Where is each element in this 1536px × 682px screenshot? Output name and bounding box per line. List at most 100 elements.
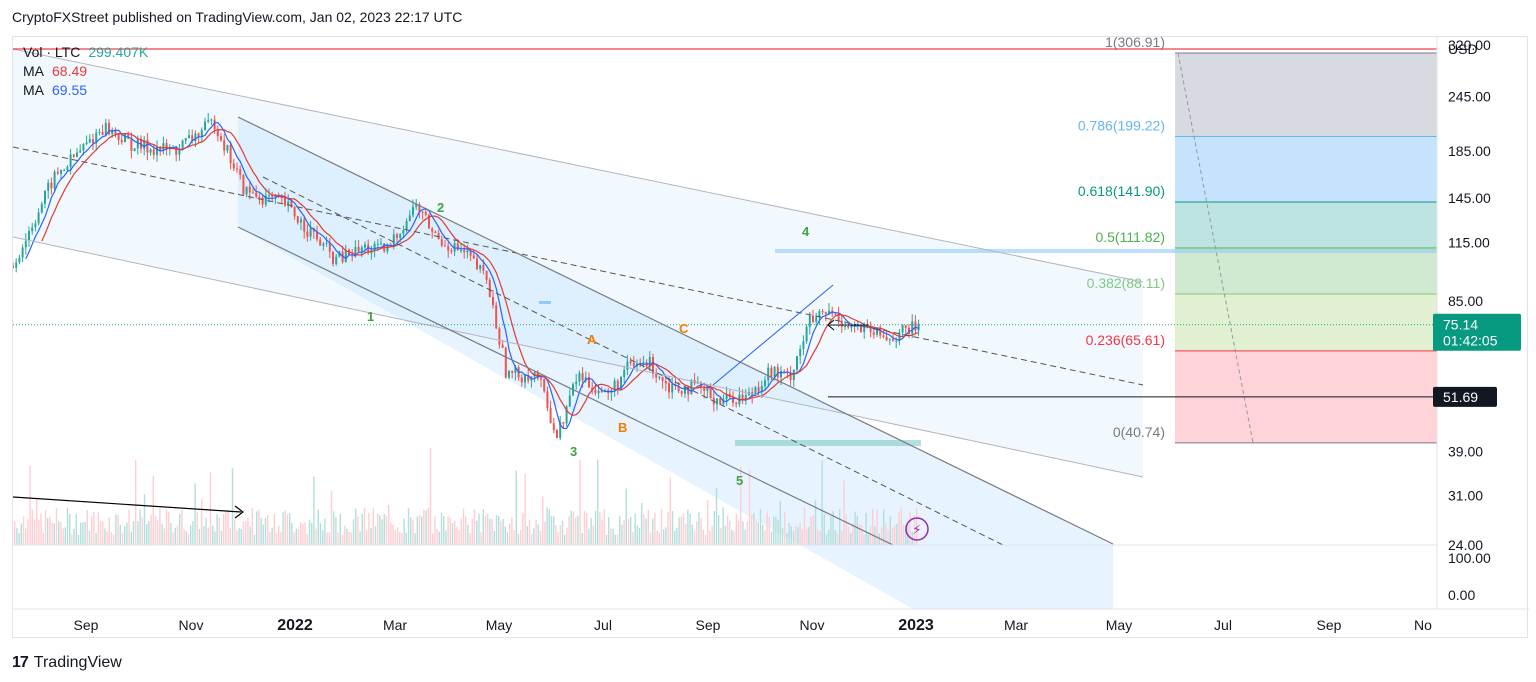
candle-body [511, 370, 514, 373]
candle-body [488, 279, 491, 298]
volume-bar [766, 512, 768, 545]
candle-body [335, 256, 338, 264]
candle-body [466, 250, 469, 253]
candle-body [412, 206, 414, 216]
volume-bar [137, 521, 139, 545]
candle-body [815, 317, 818, 322]
candle-body [792, 369, 795, 380]
candle-body [885, 336, 888, 341]
fib-trend-line [1177, 52, 1254, 443]
volume-bar [128, 509, 130, 545]
tradingview-footer[interactable]: 17 TradingView [12, 652, 122, 674]
volume-bar [75, 514, 77, 545]
volume-bar [212, 525, 214, 545]
volume-bar [234, 519, 236, 545]
volume-bar [374, 526, 377, 545]
volume-bar [665, 527, 667, 545]
legend-volume[interactable]: Vol · LTC 299.407K [23, 43, 148, 62]
volume-bar [62, 528, 64, 545]
volume-bar [680, 516, 682, 545]
volume-bar [641, 502, 643, 545]
candle-body [482, 265, 485, 271]
volume-bar [471, 518, 473, 545]
candle-body [309, 228, 312, 237]
volume-bar [352, 519, 355, 545]
candle-body [204, 121, 206, 131]
price-tick-label: 85.00 [1448, 293, 1483, 309]
volume-bar [300, 522, 302, 545]
volume-bar [106, 531, 108, 545]
indicator-legend: Vol · LTC 299.407K MA 68.49 MA 69.55 [23, 43, 148, 100]
volume-bar [553, 515, 555, 545]
volume-bar [843, 480, 845, 545]
volume-bar [423, 509, 425, 545]
volume-bar [542, 496, 544, 545]
volume-bar [546, 507, 548, 545]
chart-area[interactable]: 1(306.91) 0.786(199.22) 0.618(141.90) 0.5(1… [12, 36, 1529, 639]
candle-body [236, 168, 238, 170]
candle-body [424, 212, 427, 215]
candle-body [824, 312, 827, 315]
volume-bar [718, 515, 720, 545]
volume-bar [29, 465, 31, 545]
level-price-badge[interactable] [1433, 386, 1497, 407]
volume-bar [891, 528, 894, 545]
volume-bar [509, 523, 511, 545]
candle-body [562, 422, 565, 424]
volume-bar [295, 528, 297, 545]
volume-bar [568, 516, 570, 545]
time-tick-label: 2022 [277, 617, 313, 634]
volume-bar [696, 521, 698, 545]
volume-bar [44, 510, 47, 545]
volume-bar [467, 525, 469, 545]
candle-body [495, 305, 498, 329]
volume-bar [674, 530, 676, 545]
candle-body [146, 139, 149, 153]
volume-bar [196, 512, 198, 545]
lightning-icon[interactable] [905, 517, 929, 541]
volume-bar [77, 534, 80, 545]
candle-body [588, 377, 590, 388]
volume-bar [269, 531, 271, 545]
price-chart[interactable]: 1(306.91) 0.786(199.22) 0.618(141.90) 0.5(1… [13, 37, 1529, 639]
volume-bar [678, 517, 680, 545]
candle-body [255, 192, 258, 197]
last-price-badge[interactable] [1433, 313, 1521, 351]
candle-body [364, 244, 366, 248]
candle-body [357, 247, 360, 252]
wave-label-orange: B [618, 420, 627, 435]
volume-bar [876, 510, 878, 545]
fib-level-label: 0.786(199.22) [1078, 117, 1165, 133]
volume-bar [627, 518, 630, 545]
legend-ma-red[interactable]: MA 68.49 [23, 62, 148, 81]
volume-bar [528, 519, 531, 545]
volume-bar [203, 526, 205, 545]
candle-body [82, 144, 85, 151]
candle-body [98, 132, 101, 134]
volume-bar [71, 534, 73, 545]
volume-bar [489, 518, 491, 545]
volume-bar [260, 517, 262, 545]
volume-bar [451, 522, 454, 545]
volume-bar [854, 511, 856, 545]
volume-bar [603, 509, 605, 545]
volume-bar [297, 529, 300, 545]
volume-bar [533, 528, 535, 545]
volume-bar [691, 524, 693, 545]
volume-bar [643, 514, 645, 545]
volume-bar [163, 528, 165, 545]
candle-body [626, 361, 629, 371]
volume-bar [863, 534, 865, 545]
volume-bar [282, 512, 284, 545]
wave-label-green: 2 [437, 200, 444, 215]
legend-ma-red-value: 68.49 [52, 63, 88, 79]
volume-bar [682, 513, 685, 545]
median-dashed-line [13, 146, 1144, 386]
volume-bar [82, 522, 84, 545]
candle-body [239, 169, 242, 175]
volume-bar [258, 509, 260, 545]
volume-bar [414, 533, 416, 545]
candle-body [111, 129, 114, 135]
candle-body [197, 133, 200, 138]
legend-ma-blue[interactable]: MA 69.55 [23, 81, 148, 100]
